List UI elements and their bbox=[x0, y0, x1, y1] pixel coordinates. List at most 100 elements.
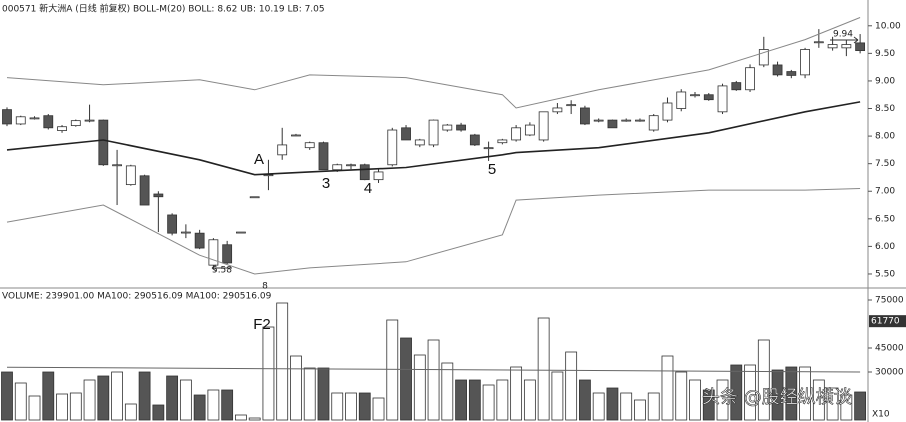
candle-body bbox=[428, 119, 439, 146]
candle-body bbox=[125, 165, 136, 186]
candle-body bbox=[580, 107, 590, 125]
y-tick-label: 10.00 bbox=[875, 21, 901, 31]
candle-body bbox=[70, 120, 81, 127]
candle-body bbox=[304, 142, 315, 149]
candle-body bbox=[57, 126, 67, 131]
volume-bar bbox=[441, 362, 454, 421]
candle-body bbox=[745, 67, 755, 91]
candle-body bbox=[208, 239, 219, 266]
volume-bar bbox=[427, 339, 440, 421]
annotation: 5 bbox=[488, 161, 496, 178]
candle-body bbox=[84, 119, 95, 122]
volume-bar bbox=[138, 371, 151, 421]
volume-bar bbox=[124, 403, 137, 421]
candle-body bbox=[772, 64, 783, 76]
candle-body bbox=[291, 134, 301, 137]
volume-bar bbox=[523, 379, 536, 421]
volume-bar bbox=[661, 355, 674, 421]
candle-body bbox=[373, 171, 384, 181]
volume-bar bbox=[413, 354, 426, 421]
candle-body bbox=[332, 164, 343, 171]
volume-bar bbox=[468, 379, 481, 421]
volume-bar bbox=[689, 379, 701, 421]
volume-bar bbox=[565, 351, 578, 421]
volume-bar bbox=[83, 379, 96, 421]
candle-body bbox=[786, 71, 797, 76]
candle-body bbox=[222, 244, 233, 264]
annotation: 4 bbox=[364, 180, 372, 197]
y-tick-label: 6.50 bbox=[875, 214, 895, 224]
candle-body bbox=[524, 124, 535, 136]
volume-bar bbox=[303, 367, 316, 421]
annotation-arrow bbox=[211, 264, 232, 272]
volume-bar bbox=[840, 394, 853, 421]
y-tick-label: 8.00 bbox=[875, 132, 895, 142]
volume-bar bbox=[716, 379, 729, 421]
candle-body bbox=[15, 116, 26, 125]
volume-bar bbox=[799, 366, 811, 421]
candle-body bbox=[29, 117, 40, 120]
volume-bar bbox=[744, 364, 756, 421]
candle-body bbox=[387, 129, 398, 166]
volume-bar bbox=[276, 302, 289, 421]
candle-body bbox=[538, 111, 549, 141]
annotation-arrow bbox=[830, 36, 859, 44]
volume-bar bbox=[248, 417, 261, 421]
candle-body bbox=[318, 142, 329, 171]
annotation: 9.94 bbox=[833, 30, 853, 40]
volume-bar bbox=[510, 366, 523, 421]
candle-body bbox=[456, 124, 466, 131]
y-tick-label: 9.00 bbox=[875, 76, 895, 86]
volume-marker-box bbox=[869, 315, 906, 328]
candle-body bbox=[359, 164, 370, 181]
volume-bar bbox=[771, 369, 784, 421]
volume-bar bbox=[235, 414, 247, 421]
candle-body bbox=[552, 107, 563, 113]
corner-label: X10 bbox=[872, 410, 890, 420]
candle-body bbox=[827, 44, 838, 49]
candle-body bbox=[236, 231, 246, 234]
annotation: F2 bbox=[253, 316, 271, 333]
candle-body bbox=[855, 42, 866, 52]
volume-bar bbox=[42, 371, 55, 421]
watermark: 头条 @股经纵横谈 bbox=[702, 387, 852, 408]
volume-bar bbox=[56, 393, 68, 421]
candle-body bbox=[800, 49, 810, 76]
candle-body bbox=[511, 127, 522, 141]
volume-bar bbox=[702, 389, 715, 421]
volume-bar bbox=[400, 337, 412, 421]
candle-body bbox=[813, 41, 824, 44]
y-tick-label: 5.50 bbox=[875, 269, 895, 279]
candle-body bbox=[648, 115, 659, 131]
candle-body bbox=[635, 119, 645, 122]
volume-bar bbox=[1, 371, 13, 421]
annotation: 3 bbox=[322, 175, 330, 192]
candle-body bbox=[346, 164, 356, 167]
volume-bar bbox=[634, 399, 646, 421]
y2-tick-label: 75000 bbox=[875, 296, 904, 306]
y2-tick-label: 45000 bbox=[875, 344, 904, 354]
volume-bar bbox=[372, 397, 385, 421]
volume-bar bbox=[28, 395, 41, 421]
boll-band bbox=[6, 17, 861, 109]
candle-body bbox=[98, 119, 109, 166]
candle-body bbox=[676, 91, 687, 109]
volume-bar bbox=[496, 379, 509, 421]
volume-bar bbox=[482, 384, 495, 421]
candle-body bbox=[497, 139, 508, 144]
candle-body bbox=[703, 94, 714, 101]
volume-bar bbox=[579, 379, 591, 421]
volume-bar bbox=[592, 392, 605, 421]
candle-body bbox=[566, 104, 577, 107]
volume-bar bbox=[854, 391, 867, 421]
volume-bar bbox=[14, 382, 27, 421]
volume-bar bbox=[166, 375, 179, 421]
volume-bar bbox=[647, 392, 660, 421]
y2-tick-label: 30000 bbox=[875, 368, 904, 378]
candle-body bbox=[607, 119, 618, 129]
volume-bar bbox=[69, 392, 82, 421]
chart-title: 000571 新大洲A (日线 前复权) BOLL-M(20) BOLL: 8.… bbox=[2, 3, 325, 15]
volume-bar bbox=[317, 367, 330, 421]
volume-bar bbox=[207, 389, 220, 421]
